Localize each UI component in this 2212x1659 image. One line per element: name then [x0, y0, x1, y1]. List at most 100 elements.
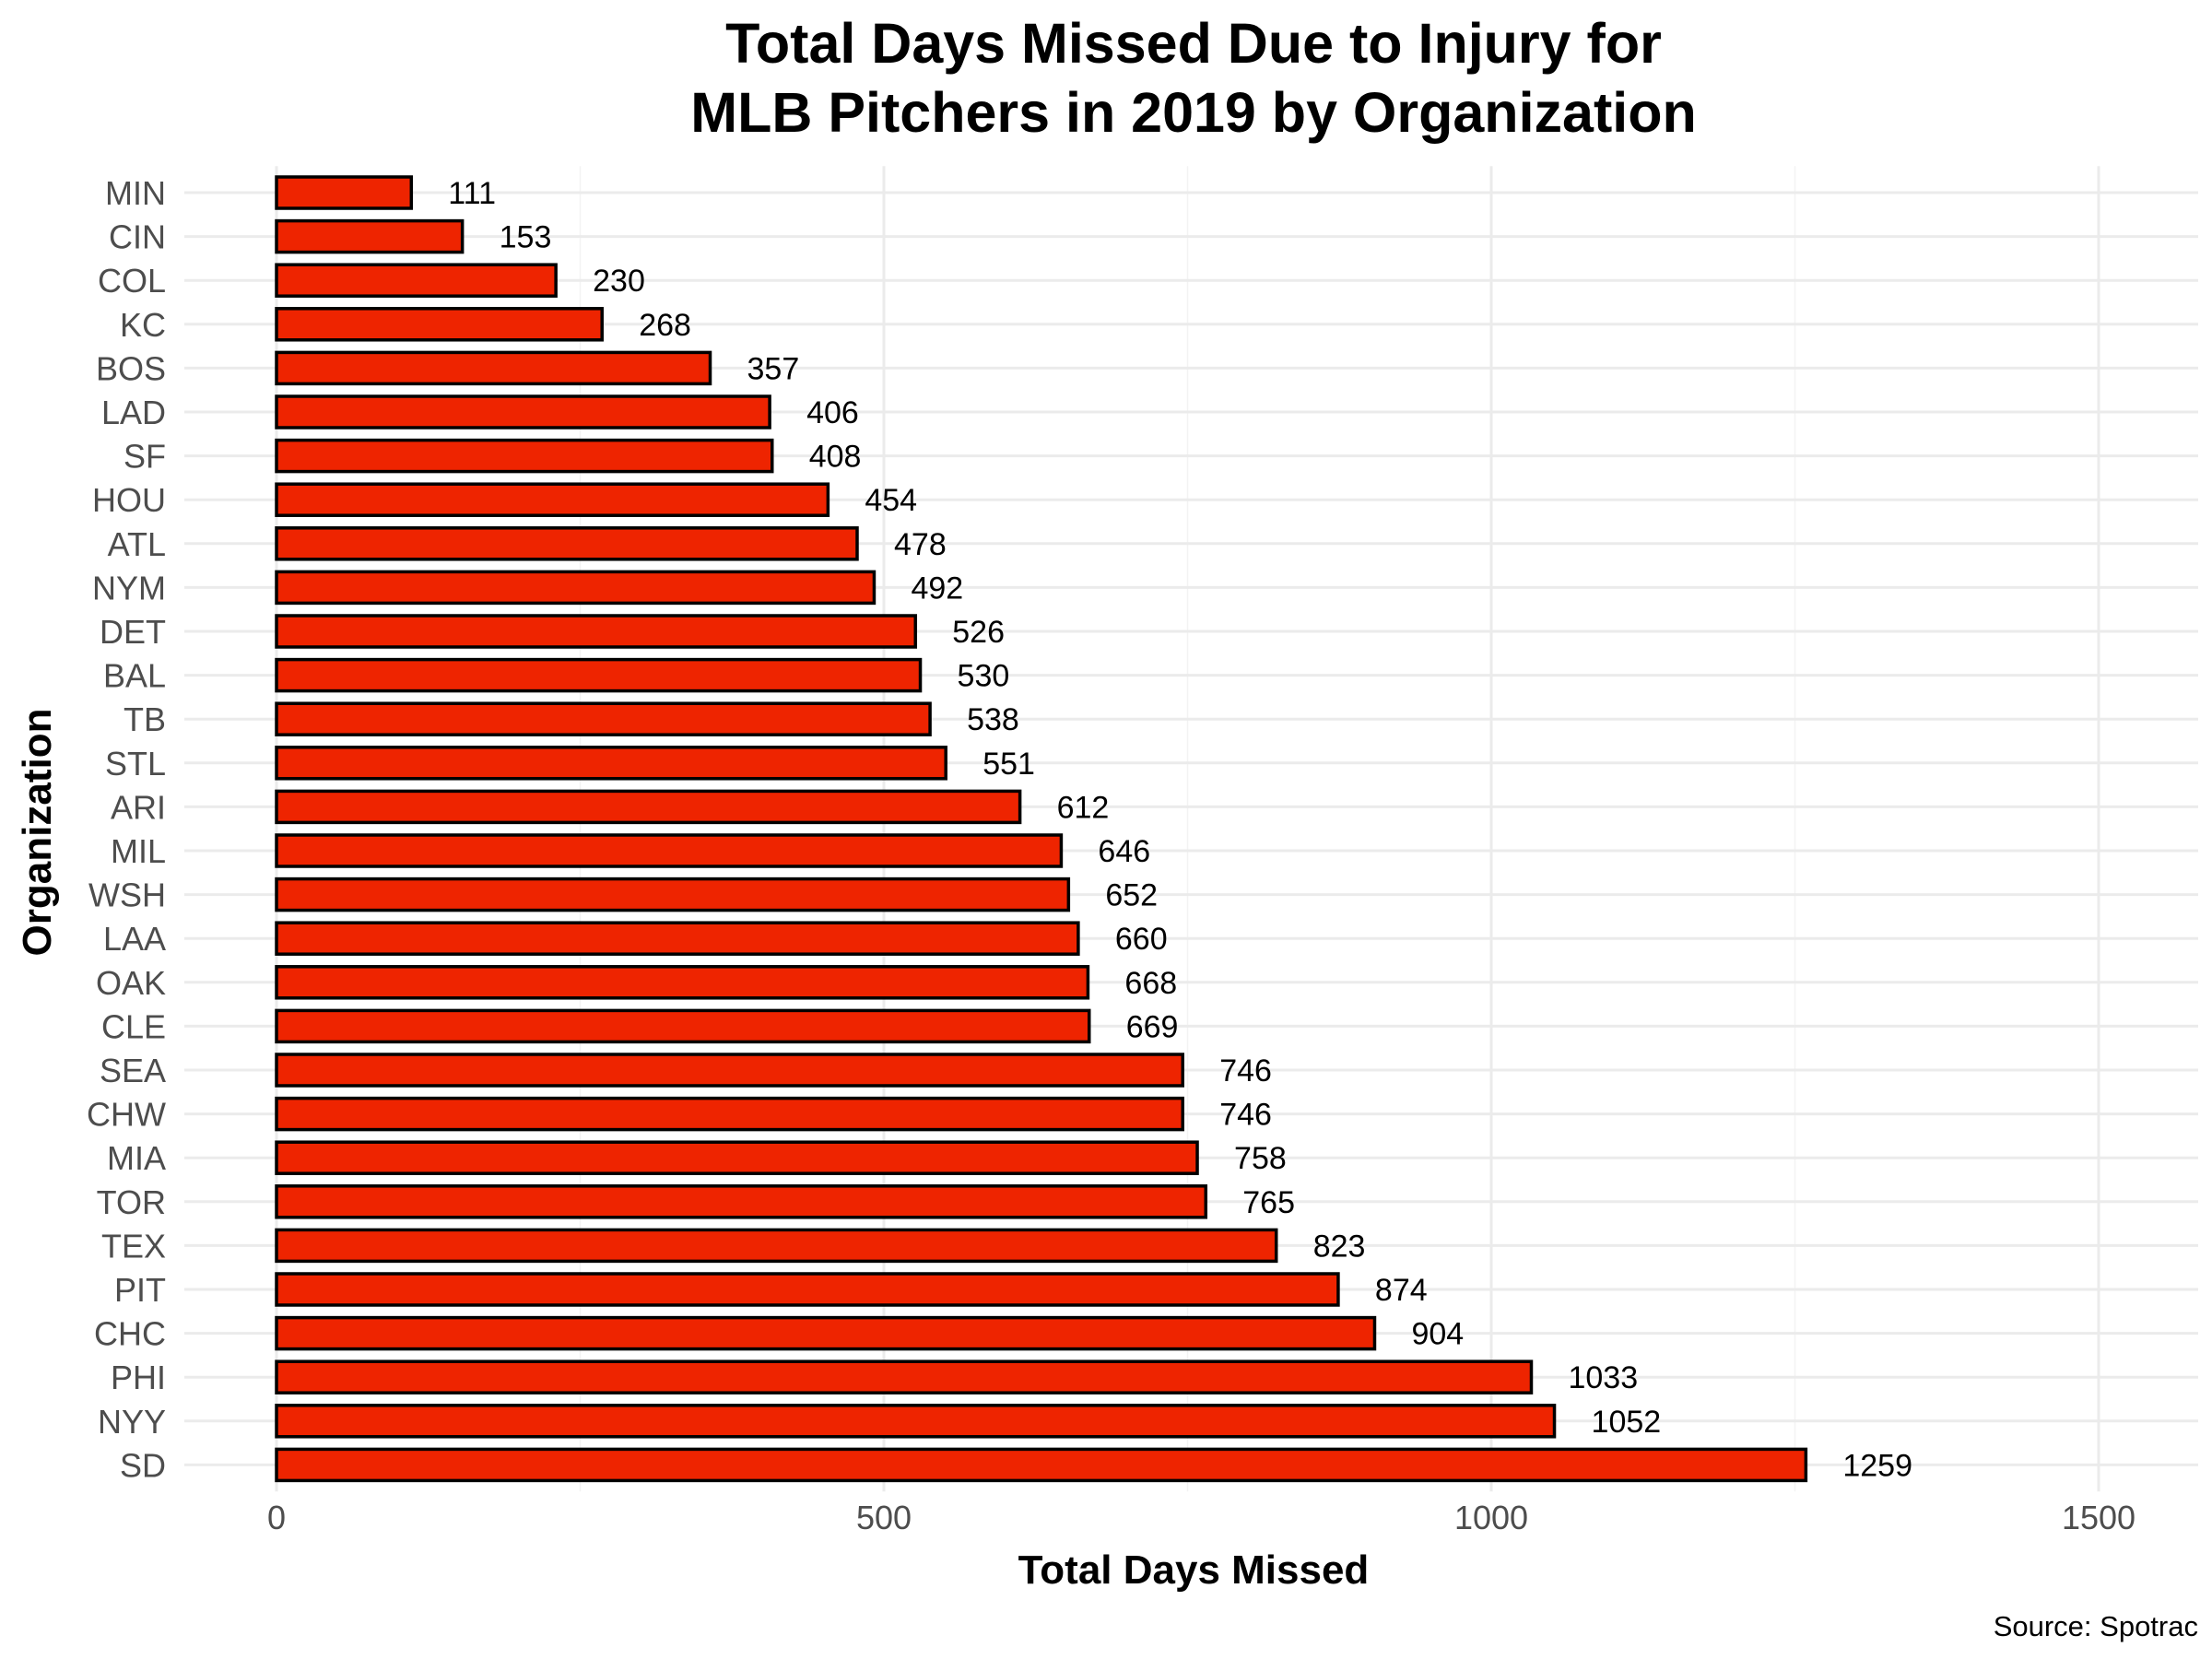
bar-bos: [275, 350, 712, 386]
y-tick-label-sea: SEA: [100, 1052, 166, 1089]
bar-sf: [275, 438, 774, 474]
bar-nyy: [275, 1404, 1557, 1439]
data-label-stl: 551: [982, 747, 1035, 782]
bar-atl: [275, 526, 859, 561]
y-tick-label-kc: KC: [120, 306, 166, 344]
bar-tex: [275, 1228, 1278, 1264]
data-label-wsh: 652: [1105, 878, 1158, 913]
data-label-chc: 904: [1411, 1317, 1464, 1352]
data-label-det: 526: [952, 615, 1005, 650]
bar-col: [275, 263, 558, 298]
data-label-mia: 758: [1234, 1141, 1287, 1176]
data-label-sea: 746: [1219, 1053, 1272, 1088]
y-axis-tick-labels: MIN CIN COL KC BOS LAD SF HOU ATL NYM DET BAL TB STL A…: [87, 174, 166, 1484]
y-tick-label-ari: ARI: [111, 788, 166, 826]
y-tick-label-oak: OAK: [96, 964, 166, 1002]
y-tick-label-wsh: WSH: [88, 877, 166, 914]
bar-phi: [275, 1359, 1534, 1394]
y-tick-label-nyy: NYY: [98, 1403, 166, 1441]
bar-nym: [275, 570, 877, 606]
y-tick-label-bal: BAL: [103, 657, 166, 695]
data-label-tb: 538: [967, 702, 1019, 737]
y-tick-label-hou: HOU: [92, 481, 166, 519]
y-tick-label-nym: NYM: [92, 569, 166, 606]
data-label-sf: 408: [809, 440, 862, 475]
y-tick-label-stl: STL: [105, 745, 166, 782]
data-label-nyy: 1052: [1592, 1405, 1662, 1440]
bar-cin: [275, 218, 465, 254]
x-axis-tick-labels: 0 500 1000 1500: [267, 1499, 2136, 1536]
data-label-mil: 646: [1098, 834, 1150, 869]
y-tick-label-bos: BOS: [96, 349, 166, 387]
y-tick-label-cin: CIN: [109, 218, 166, 256]
data-label-ari: 612: [1057, 790, 1110, 825]
bar-pit: [275, 1272, 1340, 1307]
data-label-lad: 406: [806, 395, 859, 430]
data-label-tor: 765: [1242, 1185, 1295, 1220]
data-label-sd: 1259: [1842, 1448, 1912, 1483]
y-tick-label-chc: CHC: [94, 1315, 166, 1353]
y-tick-label-tor: TOR: [97, 1183, 166, 1221]
bar-kc: [275, 307, 604, 342]
data-label-kc: 268: [639, 308, 691, 343]
bar-ari: [275, 789, 1022, 825]
y-tick-label-col: COL: [98, 262, 166, 300]
chart-title-line1: Total Days Missed Due to Injury for: [725, 12, 1662, 75]
y-axis-title: Organization: [15, 709, 60, 957]
data-label-oak: 668: [1124, 966, 1177, 1001]
y-tick-label-chw: CHW: [87, 1096, 166, 1134]
data-label-nym: 492: [911, 571, 963, 606]
x-tick-label: 500: [856, 1499, 912, 1536]
y-tick-label-cle: CLE: [101, 1007, 166, 1045]
bar-oak: [275, 965, 1090, 1000]
y-tick-label-atl: ATL: [108, 525, 166, 563]
source-caption: Source: Spotrac: [1994, 1610, 2198, 1642]
bar-lad: [275, 394, 771, 429]
y-tick-label-mil: MIL: [111, 832, 166, 870]
bar-stl: [275, 746, 947, 781]
bar-sea: [275, 1053, 1184, 1088]
data-label-pit: 874: [1375, 1273, 1428, 1308]
data-label-hou: 454: [865, 483, 917, 518]
y-tick-label-sf: SF: [124, 438, 166, 476]
y-tick-label-laa: LAA: [103, 920, 166, 958]
bar-min: [275, 175, 414, 210]
bar-cle: [275, 1008, 1091, 1044]
x-tick-label: 0: [267, 1499, 286, 1536]
x-tick-label: 1500: [2062, 1499, 2136, 1536]
y-tick-label-phi: PHI: [111, 1359, 166, 1396]
x-axis-title: Total Days Missed: [1018, 1547, 1370, 1593]
data-label-laa: 660: [1115, 922, 1168, 957]
bar-wsh: [275, 877, 1071, 912]
bar-det: [275, 614, 918, 649]
data-label-phi: 1033: [1568, 1360, 1638, 1395]
y-tick-label-min: MIN: [105, 174, 166, 212]
chart-title-line2: MLB Pitchers in 2019 by Organization: [690, 81, 1696, 144]
y-tick-label-tex: TEX: [101, 1227, 166, 1265]
y-tick-label-mia: MIA: [107, 1139, 166, 1177]
data-label-bal: 530: [958, 659, 1010, 694]
data-label-atl: 478: [894, 527, 947, 562]
data-label-col: 230: [593, 264, 645, 299]
data-label-bos: 357: [747, 351, 800, 386]
data-label-tex: 823: [1313, 1229, 1366, 1264]
bar-tor: [275, 1184, 1208, 1219]
x-tick-label: 1000: [1454, 1499, 1528, 1536]
data-label-chw: 746: [1219, 1098, 1272, 1133]
y-tick-label-det: DET: [100, 613, 166, 651]
bar-hou: [275, 482, 830, 517]
y-tick-label-pit: PIT: [114, 1271, 166, 1309]
bar-tb: [275, 701, 932, 736]
bar-mia: [275, 1140, 1199, 1175]
bar-mil: [275, 833, 1064, 868]
y-tick-label-tb: TB: [124, 700, 166, 738]
bar-sd: [275, 1447, 1808, 1483]
data-label-cin: 153: [500, 220, 552, 255]
data-label-cle: 669: [1126, 1009, 1179, 1044]
bar-chc: [275, 1315, 1377, 1351]
bar-bal: [275, 657, 923, 693]
bar-chw: [275, 1096, 1184, 1132]
y-tick-label-sd: SD: [120, 1446, 166, 1484]
